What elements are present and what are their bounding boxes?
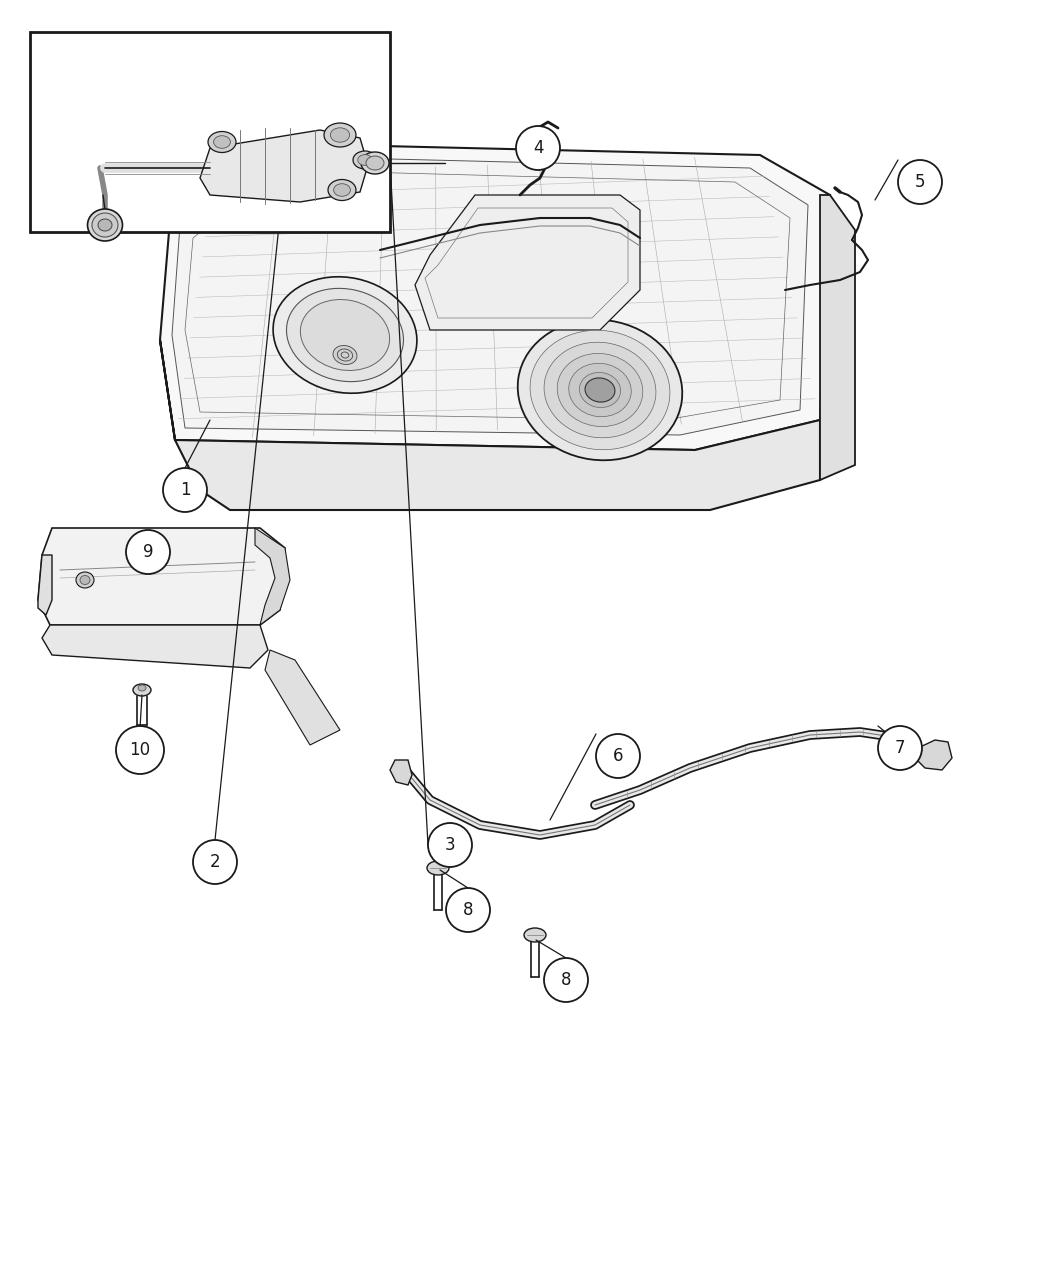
Text: 10: 10 <box>129 741 150 759</box>
Ellipse shape <box>138 685 146 691</box>
Ellipse shape <box>98 219 112 231</box>
Ellipse shape <box>358 154 372 166</box>
Ellipse shape <box>353 150 377 170</box>
Circle shape <box>116 725 164 774</box>
Polygon shape <box>915 740 952 770</box>
Ellipse shape <box>324 122 356 147</box>
Ellipse shape <box>558 353 643 427</box>
Circle shape <box>596 734 640 778</box>
Ellipse shape <box>427 861 449 875</box>
Ellipse shape <box>337 349 353 361</box>
Ellipse shape <box>80 575 90 584</box>
Ellipse shape <box>544 342 656 437</box>
Ellipse shape <box>366 156 384 170</box>
Text: 6: 6 <box>613 747 624 765</box>
Ellipse shape <box>524 928 546 942</box>
Ellipse shape <box>569 363 631 417</box>
Polygon shape <box>200 130 368 201</box>
Ellipse shape <box>273 277 417 393</box>
Circle shape <box>126 530 170 574</box>
Text: 5: 5 <box>915 173 925 191</box>
Text: 2: 2 <box>210 853 220 871</box>
Ellipse shape <box>92 213 118 237</box>
Text: 3: 3 <box>445 836 456 854</box>
Ellipse shape <box>518 320 682 460</box>
Circle shape <box>428 822 472 867</box>
Circle shape <box>446 887 490 932</box>
Ellipse shape <box>287 288 403 381</box>
Text: 4: 4 <box>532 139 543 157</box>
Ellipse shape <box>208 131 236 153</box>
FancyBboxPatch shape <box>30 32 390 232</box>
Ellipse shape <box>328 180 356 200</box>
Text: 8: 8 <box>561 972 571 989</box>
Ellipse shape <box>334 184 351 196</box>
Ellipse shape <box>213 135 230 148</box>
Ellipse shape <box>300 300 390 371</box>
Polygon shape <box>38 528 285 625</box>
Polygon shape <box>160 340 820 510</box>
Polygon shape <box>42 625 268 668</box>
Polygon shape <box>172 158 808 435</box>
Ellipse shape <box>588 380 611 400</box>
Circle shape <box>516 126 560 170</box>
Circle shape <box>878 725 922 770</box>
Text: 7: 7 <box>895 740 905 757</box>
Circle shape <box>544 958 588 1002</box>
Ellipse shape <box>333 346 357 365</box>
Circle shape <box>898 159 942 204</box>
Text: 1: 1 <box>180 481 190 499</box>
Text: 8: 8 <box>463 901 474 919</box>
Ellipse shape <box>133 683 151 696</box>
Polygon shape <box>265 650 340 745</box>
Polygon shape <box>820 195 855 479</box>
Ellipse shape <box>331 128 350 143</box>
Polygon shape <box>38 555 52 615</box>
Polygon shape <box>390 760 412 785</box>
Ellipse shape <box>361 152 388 173</box>
Text: 9: 9 <box>143 543 153 561</box>
Ellipse shape <box>76 572 94 588</box>
Ellipse shape <box>341 352 349 358</box>
Ellipse shape <box>530 330 670 450</box>
Polygon shape <box>255 528 290 625</box>
Polygon shape <box>160 145 830 450</box>
Ellipse shape <box>580 372 621 408</box>
Circle shape <box>163 468 207 513</box>
Ellipse shape <box>87 209 123 241</box>
Ellipse shape <box>585 377 615 402</box>
Polygon shape <box>415 195 640 330</box>
Circle shape <box>193 840 237 884</box>
